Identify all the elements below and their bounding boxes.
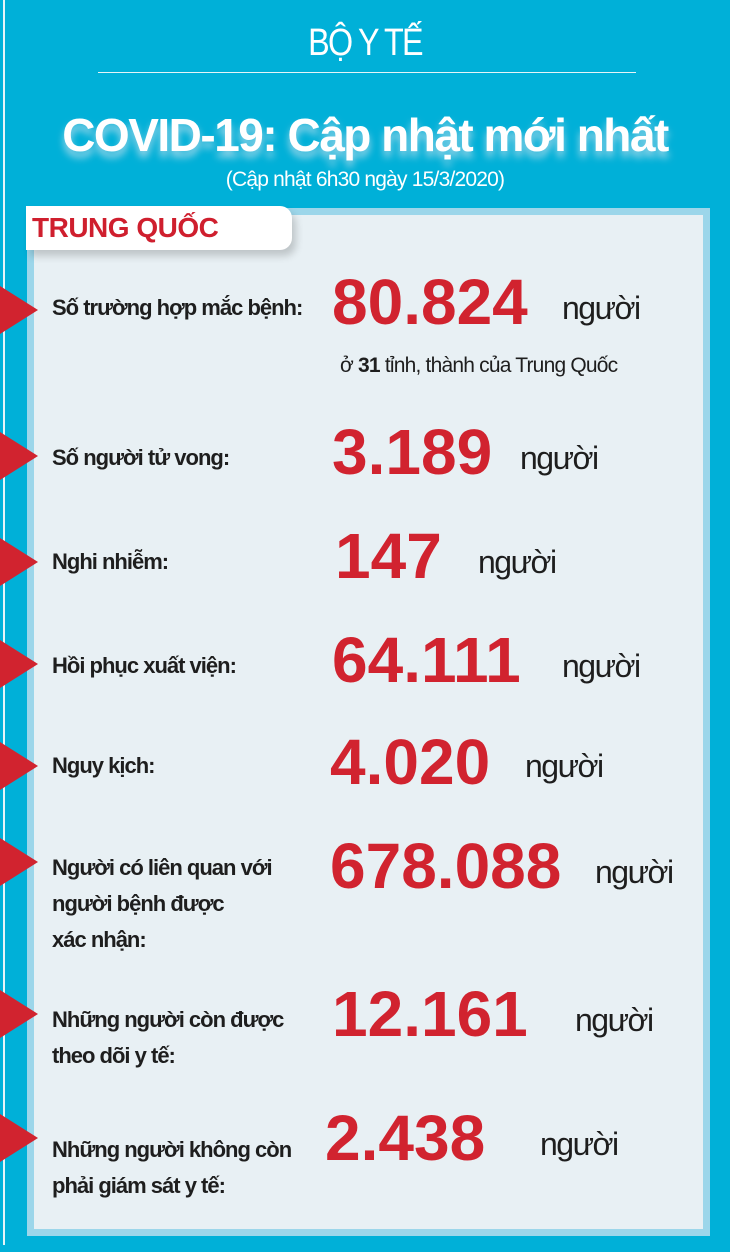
stat-value: 4.020 <box>330 726 491 798</box>
stat-label: Những người không còn phải giám sát y tế: <box>52 1137 292 1198</box>
stat-label: Số trường hợp mắc bệnh: <box>52 295 303 320</box>
stat-unit: người <box>562 290 641 326</box>
stat-value: 678.088 <box>330 830 562 902</box>
stat-unit: người <box>595 854 674 890</box>
pointer-triangle-icon <box>0 838 38 886</box>
pointer-triangle-icon <box>0 286 38 334</box>
page-title: COVID-19: Cập nhật mới nhất <box>62 109 669 161</box>
note-prefix: ở <box>340 354 359 377</box>
pointer-triangle-icon <box>0 538 38 586</box>
pointer-triangle-icon <box>0 640 38 688</box>
pointer-triangle-icon <box>0 990 38 1038</box>
stat-value: 64.111 <box>332 624 521 696</box>
stat-label: Số người tử vong: <box>52 445 230 470</box>
country-tag: TRUNG QUỐC <box>26 206 292 250</box>
stat-unit: người <box>520 440 599 476</box>
stat-unit: người <box>478 544 557 580</box>
pointer-triangle-icon <box>0 742 38 790</box>
stat-value: 80.824 <box>332 266 528 338</box>
stats-panel <box>27 208 710 1236</box>
stat-value: 2.438 <box>325 1102 486 1174</box>
pointer-triangle-icon <box>0 432 38 480</box>
province-note: ở 31 tỉnh, thành của Trung Quốc <box>340 354 618 378</box>
province-count: 31 <box>358 354 381 377</box>
update-time: (Cập nhật 6h30 ngày 15/3/2020) <box>225 168 505 191</box>
stat-label: Nguy kịch: <box>52 753 155 778</box>
stat-label: Hồi phục xuất viện: <box>52 653 237 678</box>
stat-label: Những người còn được theo dõi y tế: <box>52 1007 284 1068</box>
stat-value: 3.189 <box>332 416 493 488</box>
country-label: TRUNG QUỐC <box>32 212 219 243</box>
left-edge-line <box>3 0 5 1245</box>
note-suffix: tỉnh, thành của Trung Quốc <box>379 354 618 377</box>
stat-unit: người <box>525 748 604 784</box>
stat-unit: người <box>540 1126 619 1162</box>
stat-label: Người có liên quan với người bệnh được xác… <box>52 855 273 952</box>
pointer-triangle-icon <box>0 1114 38 1162</box>
stat-unit: người <box>562 648 641 684</box>
divider <box>98 72 636 73</box>
stat-value: 147 <box>335 520 442 592</box>
stat-value: 12.161 <box>332 978 528 1050</box>
organization-name: BỘ Y TẾ <box>308 22 423 64</box>
stat-unit: người <box>575 1002 654 1038</box>
stat-label: Nghi nhiễm: <box>52 549 169 574</box>
